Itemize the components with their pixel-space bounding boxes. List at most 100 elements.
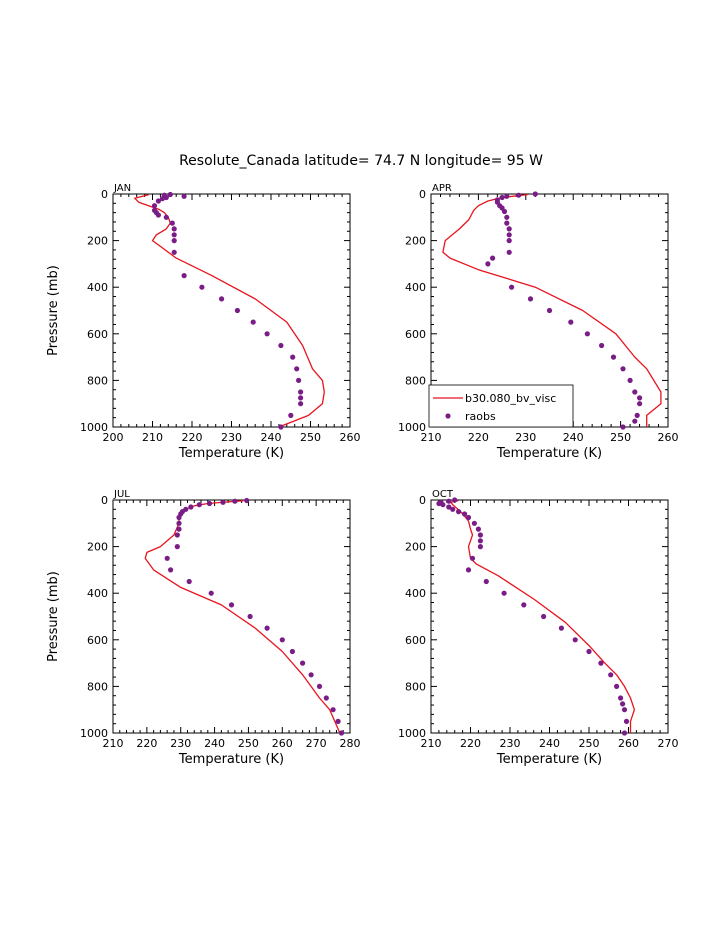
x-tick-label: 240	[563, 431, 584, 444]
raobs-point	[477, 532, 483, 538]
raobs-point	[477, 544, 483, 550]
model-temperature-line	[144, 500, 341, 734]
raobs-point	[527, 296, 534, 302]
x-axis-label: Temperature (K)	[496, 752, 602, 767]
raobs-point	[171, 226, 177, 232]
y-tick-label: 1000	[398, 727, 426, 740]
raobs-point	[450, 506, 456, 512]
raobs-point	[290, 354, 296, 360]
y-tick-label: 400	[87, 587, 108, 600]
raobs-point	[199, 284, 205, 290]
raobs-point	[167, 191, 173, 198]
raobs-point	[164, 555, 170, 561]
model-temperature-line	[134, 194, 325, 428]
raobs-point	[264, 331, 270, 337]
raobs-point	[289, 648, 295, 655]
y-axis-label: Pressure (mb)	[46, 265, 61, 356]
raobs-point	[586, 648, 592, 655]
raobs-point	[278, 342, 284, 349]
raobs-point	[188, 504, 194, 510]
raobs-point	[279, 637, 285, 643]
raobs-point	[471, 520, 477, 526]
y-tick-label: 400	[405, 281, 426, 294]
x-tick-label: 200	[103, 431, 124, 444]
legend-model-label: b30.080_bv_visc	[465, 392, 556, 405]
raobs-point	[501, 590, 507, 596]
y-tick-label: 1000	[80, 727, 108, 740]
raobs-point	[446, 504, 452, 510]
raobs-point	[335, 718, 341, 725]
raobs-point	[504, 220, 510, 226]
raobs-point	[501, 208, 508, 215]
y-tick-label: 200	[405, 235, 426, 248]
raobs-point	[181, 193, 187, 199]
panel-apr: 210 220 230 240 250 260 0 200 400 600 800 1000 APR Te…	[398, 183, 679, 461]
x-tick-label: 220	[468, 431, 489, 444]
raobs-point	[475, 526, 481, 532]
x-tick-label: 230	[221, 431, 242, 444]
y-tick-label: 200	[405, 541, 426, 554]
x-tick-label: 270	[658, 737, 679, 750]
y-tick-label: 0	[101, 188, 108, 201]
raobs-point	[621, 730, 628, 736]
raobs-point	[186, 578, 192, 585]
raobs-point	[298, 395, 304, 401]
y-tick-label: 0	[101, 494, 108, 507]
x-tick-label: 210	[421, 431, 442, 444]
raobs-point	[171, 232, 177, 238]
x-tick-label: 230	[170, 737, 191, 750]
legend-obs-swatch	[445, 413, 451, 419]
raobs-point	[620, 701, 626, 707]
x-tick-label: 280	[340, 737, 361, 750]
raobs-point	[234, 307, 240, 314]
y-tick-label: 200	[87, 235, 108, 248]
raobs-point	[159, 196, 165, 202]
panel-oct: 210 220 230 240 250 260 270 0 200 400 600 800 1000 OC…	[398, 489, 679, 767]
y-tick-label: 600	[405, 634, 426, 647]
x-tick-label: 250	[610, 431, 631, 444]
raobs-point	[163, 194, 169, 201]
raobs-point	[584, 331, 591, 337]
legend-box	[428, 384, 574, 428]
x-tick-label: 260	[618, 737, 639, 750]
x-tick-label: 260	[340, 431, 361, 444]
x-axis-label: Temperature (K)	[178, 752, 284, 767]
raobs-point	[620, 366, 626, 372]
x-tick-label: 230	[500, 737, 521, 750]
raobs-point	[247, 613, 253, 620]
x-tick-label: 250	[579, 737, 600, 750]
raobs-point	[155, 212, 161, 218]
raobs-point	[456, 509, 462, 515]
plot-frame	[112, 499, 351, 734]
raobs-point	[623, 718, 630, 725]
raobs-point	[171, 249, 177, 255]
raobs-point	[174, 544, 180, 550]
raobs-point	[298, 401, 304, 407]
raobs-point	[610, 354, 617, 360]
raobs-point	[288, 412, 294, 418]
raobs-point	[485, 261, 491, 267]
y-axis-label: Pressure (mb)	[46, 571, 61, 662]
raobs-point	[465, 567, 472, 573]
raobs-point	[436, 500, 442, 507]
y-tick-label: 400	[87, 281, 108, 294]
raobs-point	[168, 567, 174, 573]
raobs-point	[521, 602, 527, 608]
raobs-point	[568, 319, 574, 325]
raobs-point	[490, 255, 496, 261]
raobs-point	[506, 238, 512, 244]
raobs-point	[627, 377, 633, 383]
raobs-point	[330, 707, 336, 713]
raobs-point	[462, 511, 468, 517]
raobs-point	[618, 695, 624, 701]
y-tick-label: 200	[87, 541, 108, 554]
raobs-point	[298, 389, 304, 395]
raobs-point	[176, 514, 182, 521]
raobs-point	[176, 520, 182, 526]
raobs-point	[155, 198, 161, 204]
raobs-point	[171, 238, 177, 244]
x-tick-label: 240	[261, 431, 282, 444]
x-tick-label: 260	[658, 431, 679, 444]
